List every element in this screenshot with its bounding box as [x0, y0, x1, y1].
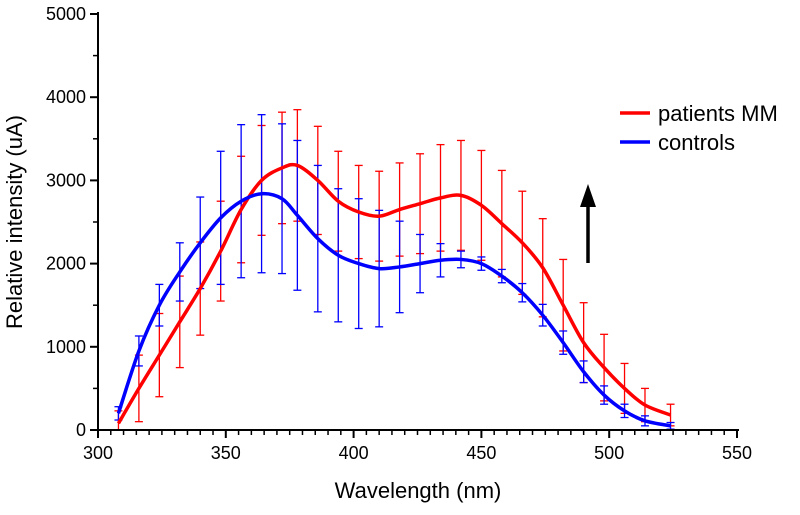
x-tick-label: 450	[466, 443, 496, 463]
y-tick-label: 3000	[46, 170, 86, 190]
y-tick-label: 2000	[46, 254, 86, 274]
series-line-1	[116, 191, 671, 428]
x-tick-label: 350	[211, 443, 241, 463]
y-tick-label: 4000	[46, 87, 86, 107]
x-tick-label: 500	[594, 443, 624, 463]
x-axis-label: Wavelength (nm)	[335, 478, 502, 503]
x-tick-label: 300	[83, 443, 113, 463]
up-arrow-annotation	[580, 184, 596, 263]
x-tick-label: 550	[722, 443, 752, 463]
series-line-0	[116, 162, 672, 425]
y-tick-label: 1000	[46, 337, 86, 357]
y-tick-label: 0	[76, 420, 86, 440]
series-lines	[116, 162, 672, 428]
y-axis-label: Relative intensity (uA)	[2, 115, 27, 329]
axes	[97, 12, 739, 431]
legend-label-patients: patients MM	[658, 101, 778, 126]
ticks: 300 350 400 450 500 550 0 1000 2000 3000 4000 5000	[46, 4, 752, 463]
y-tick-label: 5000	[46, 4, 86, 24]
legend-label-controls: controls	[658, 130, 735, 155]
legend: patients MM controls	[620, 101, 778, 155]
x-tick-label: 400	[339, 443, 369, 463]
